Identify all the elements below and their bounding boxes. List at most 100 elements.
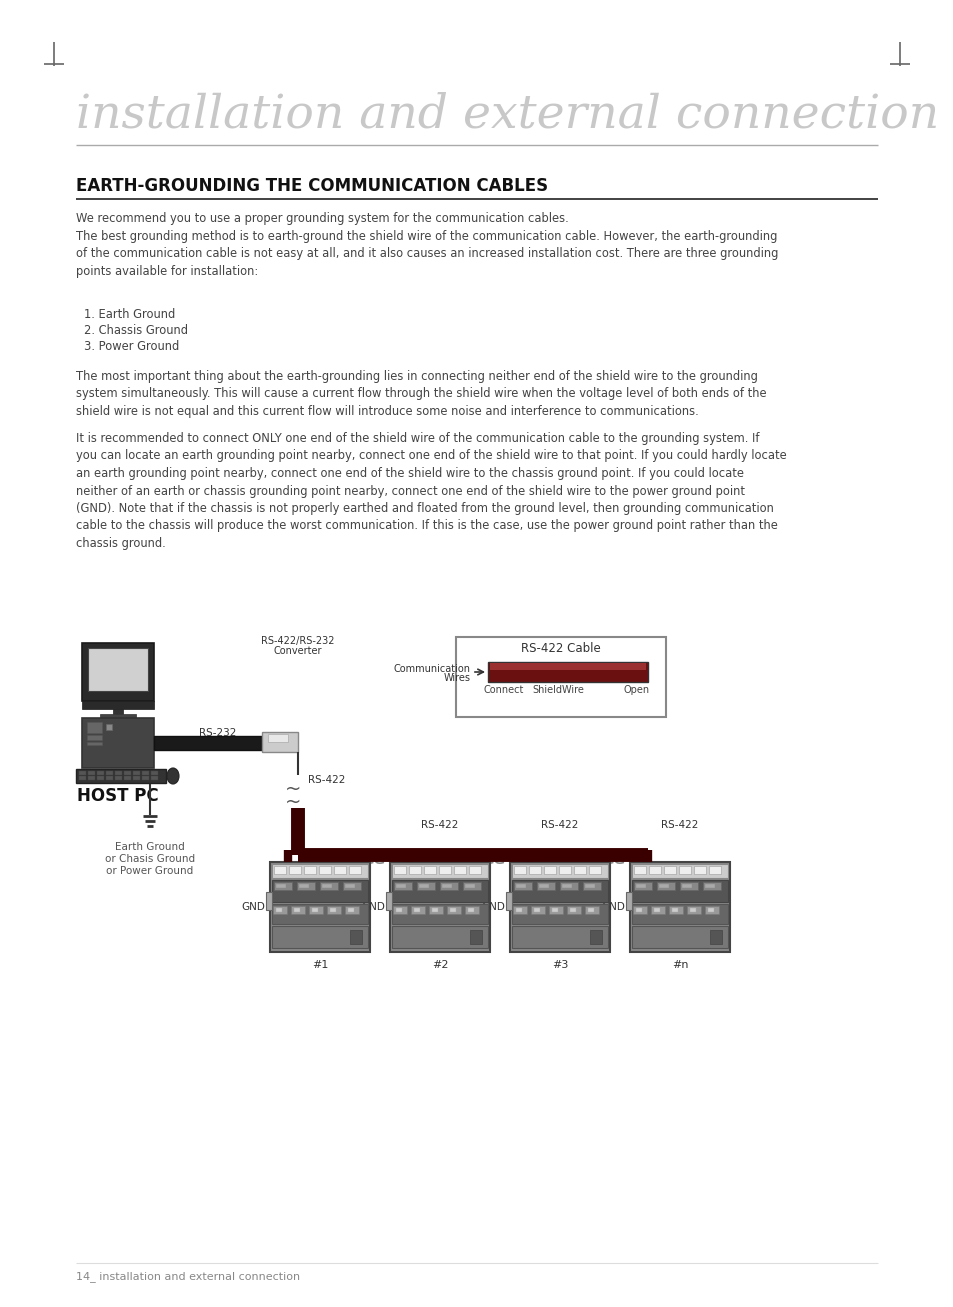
Bar: [709, 931, 721, 944]
Bar: [115, 771, 122, 775]
Bar: [79, 776, 86, 780]
Bar: [514, 882, 532, 890]
Text: ~: ~: [285, 780, 301, 799]
Bar: [132, 776, 140, 780]
Bar: [87, 742, 102, 745]
Bar: [584, 906, 598, 914]
Bar: [106, 724, 112, 731]
Bar: [392, 925, 488, 948]
Bar: [636, 884, 645, 887]
Text: Earth Ground: Earth Ground: [115, 842, 185, 852]
Bar: [552, 908, 558, 912]
Bar: [312, 908, 317, 912]
Bar: [272, 904, 368, 924]
Bar: [349, 867, 360, 874]
Bar: [589, 931, 601, 944]
Bar: [82, 718, 153, 769]
Bar: [345, 906, 358, 914]
Bar: [631, 880, 727, 902]
Bar: [704, 906, 719, 914]
Bar: [82, 643, 153, 701]
Bar: [537, 882, 555, 890]
Bar: [151, 771, 158, 775]
Bar: [392, 904, 488, 924]
Bar: [416, 882, 435, 890]
Bar: [296, 882, 314, 890]
Bar: [409, 867, 420, 874]
Bar: [304, 867, 315, 874]
Text: Converter: Converter: [274, 646, 322, 656]
Bar: [462, 882, 480, 890]
Bar: [438, 867, 451, 874]
Text: ƨƨ: ƨƨ: [363, 848, 386, 868]
Text: 3. Power Ground: 3. Power Ground: [84, 340, 179, 353]
Bar: [88, 776, 95, 780]
Text: #n: #n: [671, 961, 687, 970]
Bar: [657, 882, 675, 890]
Bar: [411, 906, 424, 914]
Bar: [708, 867, 720, 874]
Bar: [418, 884, 429, 887]
Bar: [153, 736, 262, 750]
Text: The best grounding method is to earth-ground the shield wire of the communicatio: The best grounding method is to earth-gr…: [76, 230, 778, 278]
Text: RS-422/RS-232: RS-422/RS-232: [261, 637, 335, 646]
Text: ƨƨ: ƨƨ: [483, 848, 506, 868]
Bar: [319, 882, 337, 890]
Bar: [510, 863, 609, 951]
Bar: [318, 867, 331, 874]
Bar: [392, 880, 488, 902]
Text: installation and external connection: installation and external connection: [76, 93, 938, 139]
Bar: [543, 867, 556, 874]
Bar: [450, 908, 456, 912]
Text: GND: GND: [480, 902, 504, 912]
Bar: [514, 867, 525, 874]
Text: Connect: Connect: [483, 685, 523, 695]
Bar: [538, 884, 548, 887]
Bar: [707, 908, 713, 912]
Bar: [266, 891, 272, 910]
Bar: [625, 891, 631, 910]
Bar: [566, 906, 580, 914]
Text: RS-422: RS-422: [540, 819, 578, 830]
Bar: [88, 648, 148, 691]
Bar: [686, 906, 700, 914]
Bar: [470, 931, 481, 944]
Bar: [648, 867, 660, 874]
Bar: [574, 867, 585, 874]
Bar: [298, 884, 309, 887]
Bar: [97, 771, 104, 775]
Bar: [390, 863, 490, 951]
Text: ShieldWire: ShieldWire: [532, 685, 583, 695]
Bar: [689, 908, 696, 912]
Bar: [345, 884, 355, 887]
Text: 14_ installation and external connection: 14_ installation and external connection: [76, 1270, 300, 1282]
Bar: [531, 906, 544, 914]
Bar: [512, 925, 607, 948]
Bar: [386, 891, 392, 910]
Bar: [274, 867, 286, 874]
Bar: [348, 908, 354, 912]
Bar: [124, 771, 131, 775]
Bar: [394, 882, 412, 890]
Bar: [343, 882, 360, 890]
Bar: [584, 884, 595, 887]
Text: or Power Ground: or Power Ground: [107, 867, 193, 876]
Bar: [704, 884, 714, 887]
Bar: [76, 769, 166, 783]
Bar: [529, 867, 540, 874]
Bar: [393, 906, 407, 914]
Bar: [447, 906, 460, 914]
Text: GND: GND: [361, 902, 385, 912]
Bar: [394, 867, 406, 874]
Bar: [423, 867, 436, 874]
Bar: [262, 732, 297, 752]
Bar: [534, 908, 539, 912]
Bar: [679, 867, 690, 874]
Bar: [439, 882, 457, 890]
Text: or Chasis Ground: or Chasis Ground: [105, 853, 194, 864]
Text: #3: #3: [551, 961, 568, 970]
Text: Wires: Wires: [443, 673, 471, 684]
Bar: [132, 771, 140, 775]
Bar: [124, 776, 131, 780]
Bar: [668, 906, 682, 914]
